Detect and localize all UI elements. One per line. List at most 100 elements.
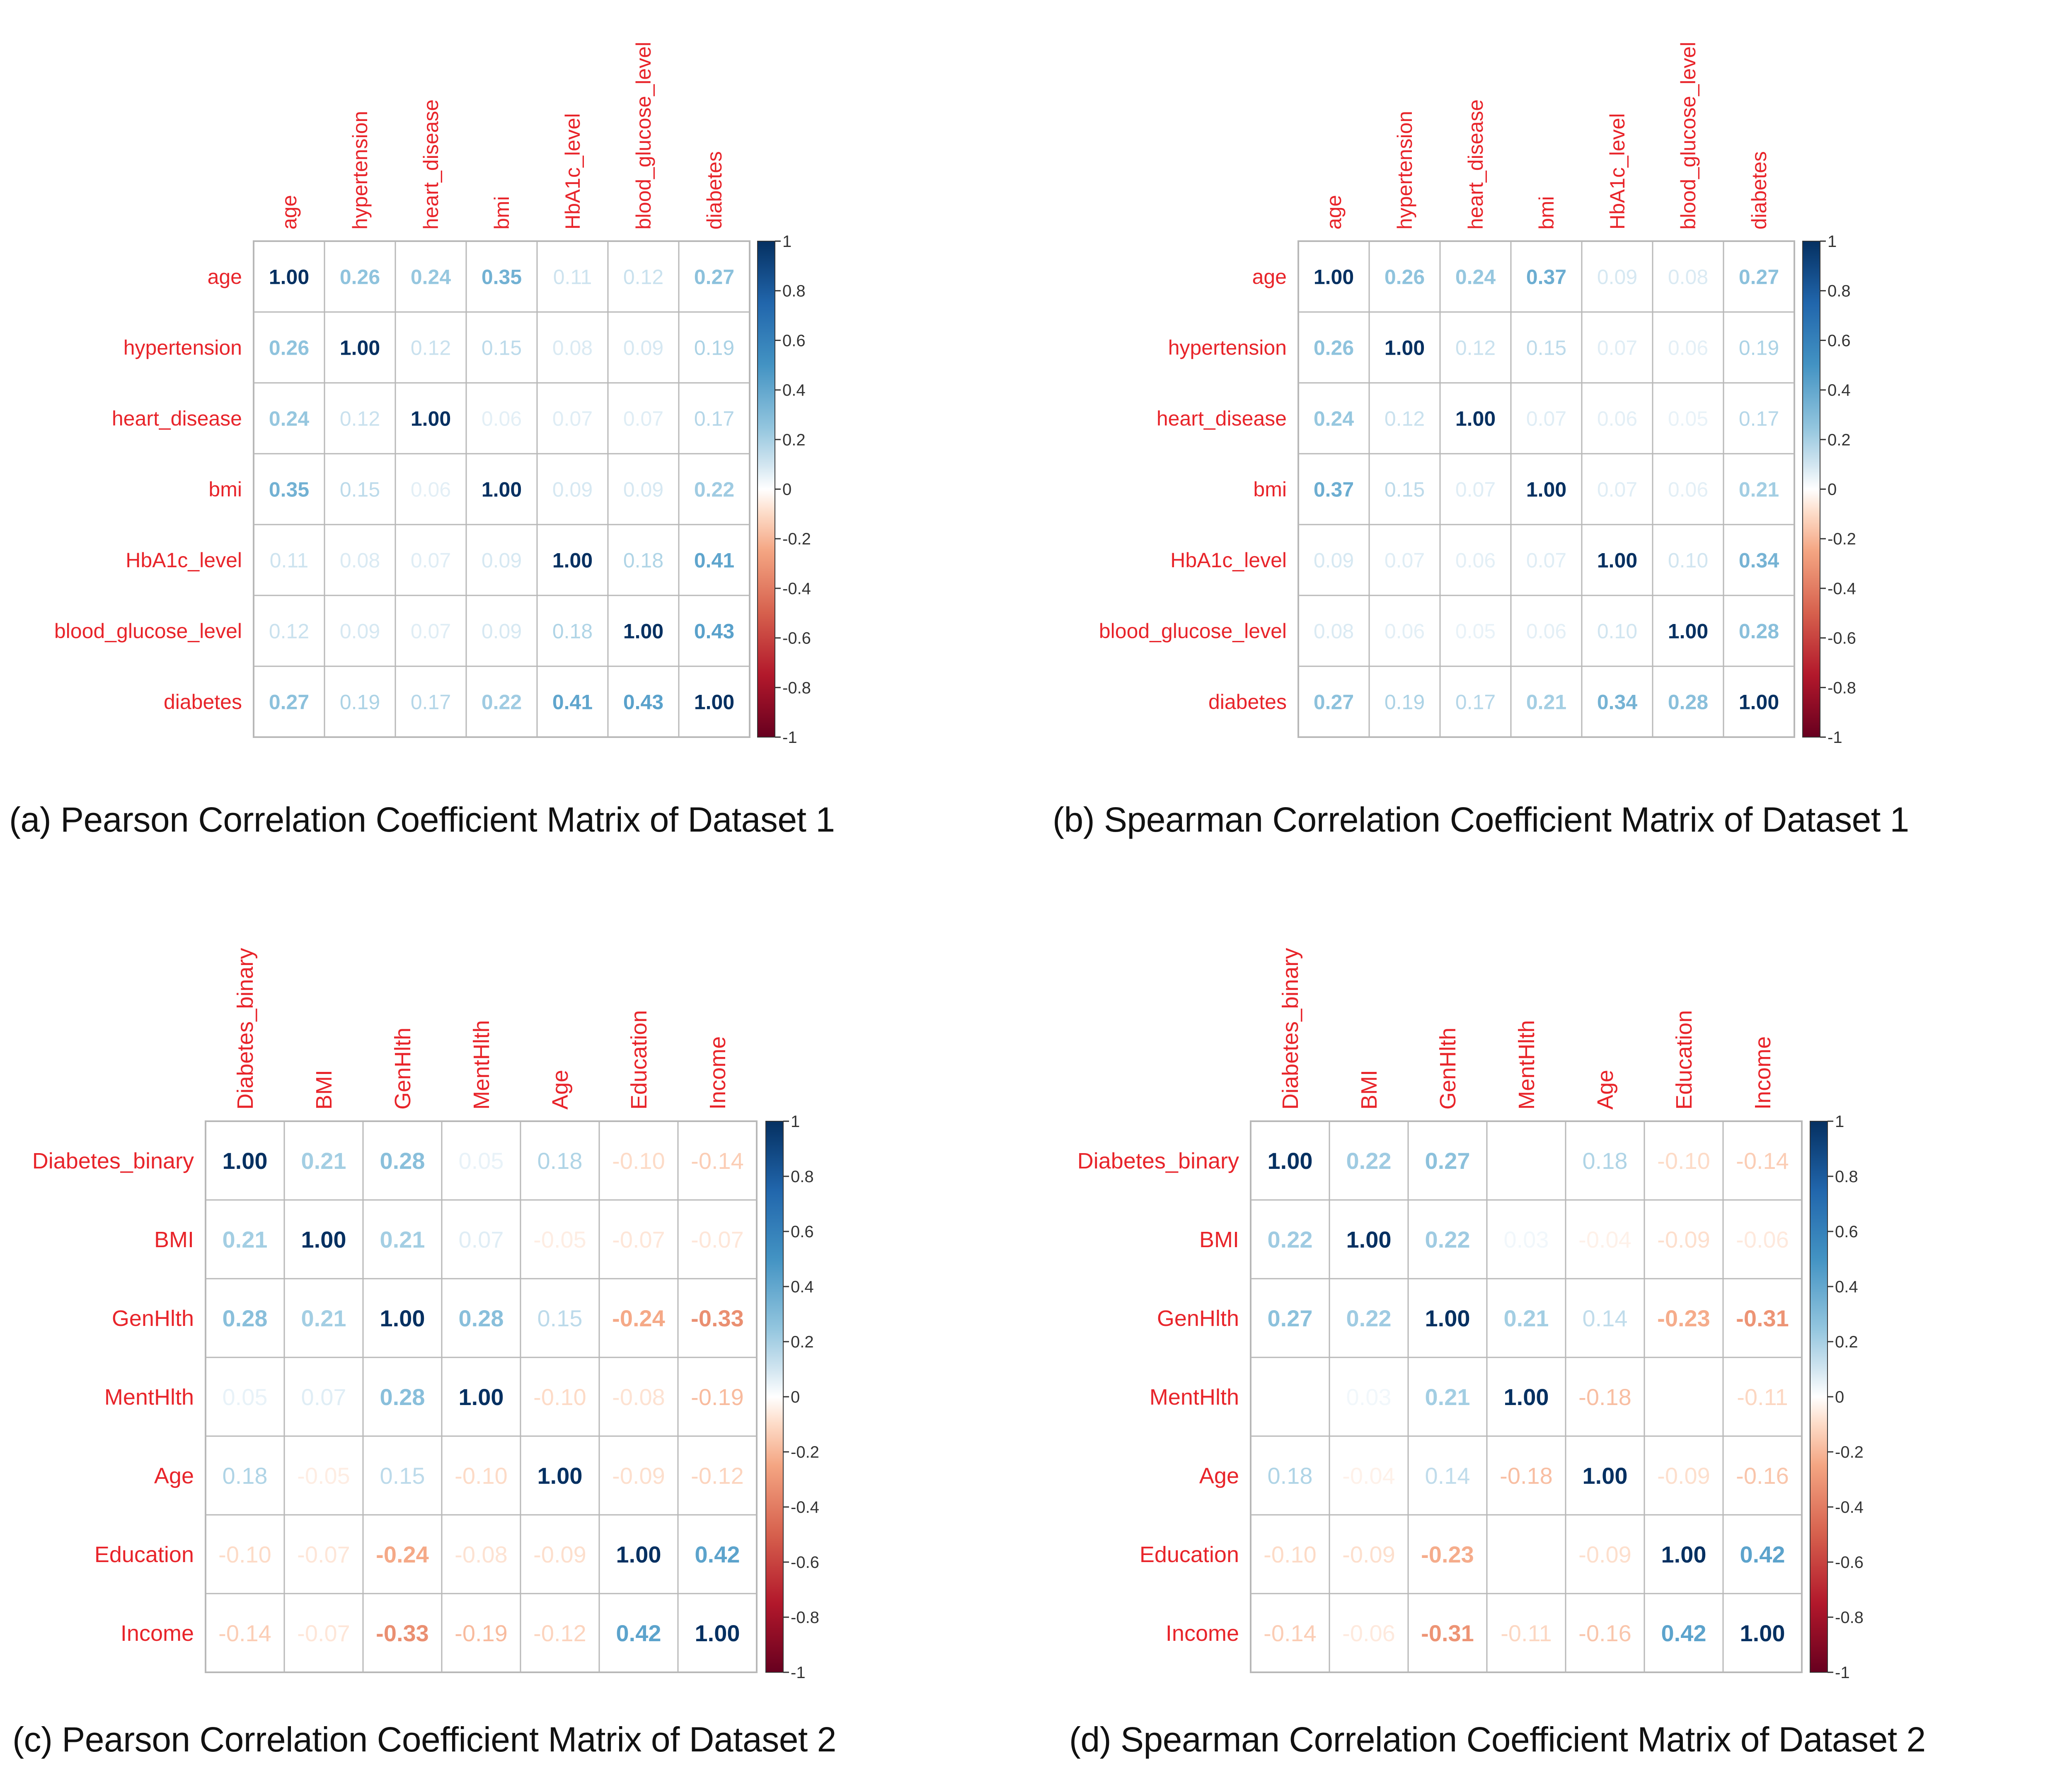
heatmap-cell (1565, 1278, 1645, 1358)
heatmap-cell (607, 665, 680, 738)
cell-value: 0.27 (1268, 1305, 1313, 1331)
heatmap-cell (1652, 524, 1724, 596)
row-label: blood_glucose_level (54, 619, 242, 643)
cell-value: -0.07 (297, 1541, 350, 1567)
heatmap-cell (1565, 1593, 1645, 1673)
cell-value: 0.28 (459, 1305, 504, 1331)
cell-value: -0.05 (533, 1226, 586, 1253)
row-label: Education (94, 1542, 194, 1567)
cell-value: 0.24 (1455, 266, 1496, 289)
heatmap-cell (441, 1357, 521, 1437)
colorbar-tick-label: 0.2 (782, 431, 806, 449)
column-label: MentHlth (469, 1020, 494, 1110)
cell-value: -0.14 (218, 1620, 271, 1646)
colorbar-tick-label: -0.2 (1828, 530, 1856, 548)
heatmap-cell (1407, 1514, 1488, 1594)
colorbar-tick-label: 0.2 (791, 1333, 814, 1351)
cell-value: 1.00 (482, 478, 522, 501)
cell-value: 0.06 (1385, 620, 1425, 643)
cell-value: 1.00 (1425, 1305, 1470, 1331)
column-label: blood_glucose_level (632, 42, 655, 230)
heatmap-cell (1723, 311, 1795, 384)
heatmap-cell (283, 1357, 364, 1437)
cell-value: 0.06 (1597, 407, 1637, 431)
heatmap-cell (253, 595, 325, 667)
cell-value: -0.14 (1264, 1620, 1317, 1646)
cell-value: -0.07 (612, 1226, 665, 1253)
row-label: diabetes (1208, 690, 1287, 714)
column-label: blood_glucose_level (1677, 42, 1700, 230)
cell-value: -0.06 (1342, 1620, 1395, 1646)
heatmap-cell (536, 595, 609, 667)
heatmap-cell (1297, 311, 1370, 384)
row-label: Income (121, 1621, 194, 1646)
heatmap-cell (324, 453, 396, 525)
cell-value: -0.14 (1736, 1148, 1789, 1174)
colorbar-tick-label: -1 (1835, 1664, 1850, 1682)
colorbar-tick-label: 0.6 (782, 331, 806, 350)
colorbar-tick-label: -0.4 (791, 1498, 819, 1517)
heatmap-cell (1652, 665, 1724, 738)
column-label: GenHlth (390, 1028, 415, 1110)
cell-value: 0.37 (1526, 266, 1566, 289)
row-label: Age (154, 1463, 194, 1488)
cell-value: 0.26 (1385, 266, 1425, 289)
cell-value: 0.07 (1385, 549, 1425, 572)
heatmap-cell (1250, 1120, 1330, 1201)
heatmap-cell (678, 665, 750, 738)
cell-value: 0.15 (1526, 336, 1566, 360)
heatmap-cell (1510, 595, 1583, 667)
cell-value: -0.11 (1737, 1384, 1788, 1410)
column-label: hypertension (1393, 111, 1416, 230)
heatmap-cell (283, 1278, 364, 1358)
caption-c: (c) Pearson Correlation Coefficient Matr… (12, 1720, 836, 1759)
row-label: Education (1140, 1542, 1239, 1567)
heatmap-cell (1723, 524, 1795, 596)
cell-value: 1.00 (380, 1305, 425, 1331)
colorbar-tick-label: -0.6 (791, 1553, 819, 1572)
column-label: hypertension (349, 111, 372, 230)
heatmap-cell (1407, 1278, 1488, 1358)
cell-value: -0.07 (297, 1620, 350, 1646)
heatmap-cell (607, 382, 680, 455)
cell-value: 0.19 (340, 691, 380, 714)
cell-value: 0.22 (1346, 1305, 1392, 1331)
cell-value: 0.10 (1668, 549, 1708, 572)
cell-value: -0.19 (455, 1620, 508, 1646)
colorbar-tick-label: 0.4 (1835, 1278, 1858, 1296)
cell-value: 0.28 (1739, 620, 1779, 643)
cell-value: 0.22 (1425, 1226, 1470, 1253)
heatmap-cell (607, 453, 680, 525)
row-label: GenHlth (1157, 1306, 1239, 1331)
cell-value: 0.27 (1314, 691, 1354, 714)
column-label: diabetes (1748, 151, 1771, 230)
heatmap-cell (1510, 524, 1583, 596)
cell-value: -0.06 (1736, 1226, 1789, 1253)
cell-value: -0.10 (218, 1541, 271, 1567)
heatmap-cell (362, 1357, 443, 1437)
cell-value: 0.09 (340, 620, 380, 643)
cell-value: 0.22 (1268, 1226, 1313, 1253)
panel-b: age hypertension heart_disease bmi HbA1c_lev… (1061, 0, 2072, 779)
column-label: Education (627, 1010, 651, 1110)
cell-value: 0.18 (1583, 1148, 1628, 1174)
cell-value: -0.07 (691, 1226, 744, 1253)
cell-value: -0.18 (1578, 1384, 1631, 1410)
row-label: Diabetes_binary (32, 1149, 194, 1173)
cell-value: 0.07 (301, 1384, 346, 1410)
cell-value: 0.19 (1739, 336, 1779, 360)
cell-value: 0.08 (1668, 266, 1708, 289)
column-label: Diabetes_binary (1278, 948, 1303, 1110)
cell-value: 0.17 (694, 407, 734, 431)
column-label: Age (548, 1070, 573, 1110)
heatmap-cell (1581, 311, 1653, 384)
heatmap-cell (205, 1357, 285, 1437)
colorbar-tick-label: 1 (791, 1113, 800, 1131)
heatmap-cell (1486, 1278, 1566, 1358)
column-label: Income (705, 1036, 730, 1110)
column-label: BMI (312, 1070, 336, 1110)
heatmap-cell (441, 1278, 521, 1358)
cell-value: 1.00 (694, 691, 734, 714)
cell-value: 0.07 (623, 407, 663, 431)
cell-value: -0.33 (376, 1620, 429, 1646)
